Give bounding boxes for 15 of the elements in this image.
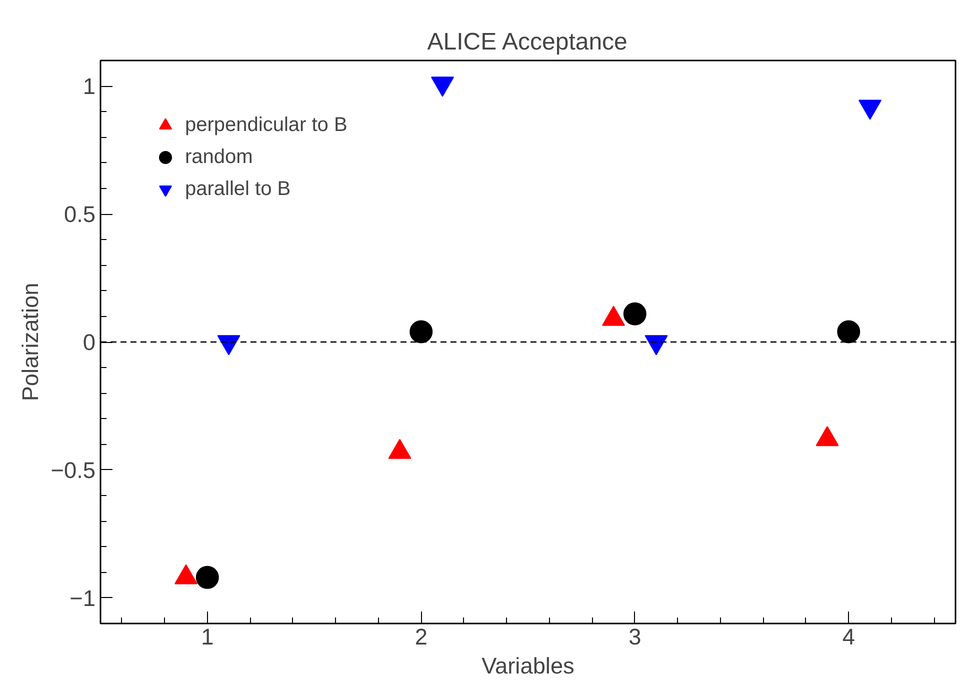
legend-label: random xyxy=(185,146,253,168)
legend-label: perpendicular to B xyxy=(185,114,348,136)
x-tick-label: 2 xyxy=(414,624,428,650)
y-tick-label: −1 xyxy=(70,584,96,611)
y-tick-label: −0.5 xyxy=(50,456,96,483)
x-tick-label: 3 xyxy=(628,624,642,650)
x-tick-label: 1 xyxy=(201,624,214,650)
y-tick-label: 1 xyxy=(82,73,96,100)
y-tick-label: 0 xyxy=(82,329,96,355)
x-tick-label: 4 xyxy=(842,624,855,650)
legend-label: parallel to B xyxy=(185,178,291,200)
x-axis-title: Variables xyxy=(482,652,574,678)
y-axis-title: Polarization xyxy=(16,282,43,402)
chart-title: ALICE Acceptance xyxy=(427,28,628,56)
y-tick-label: 0.5 xyxy=(64,201,96,228)
